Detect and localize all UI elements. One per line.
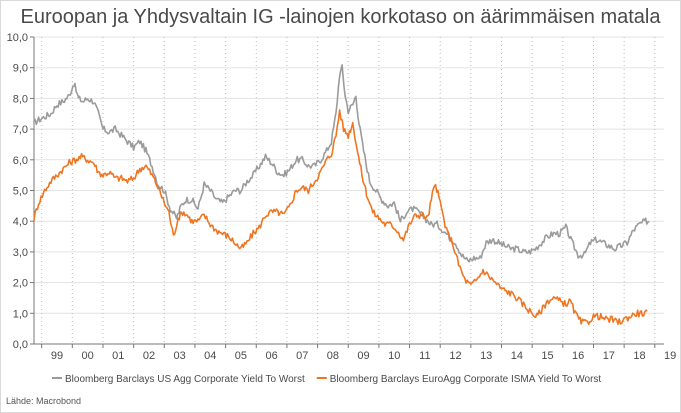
legend-label-2: Bloomberg Barclays EuroAgg Corporate ISM… [330, 374, 602, 385]
gridlines [34, 36, 664, 344]
chart-title: Euroopan ja Yhdysvaltain IG -lainojen ko… [20, 6, 661, 28]
source-note: Lähde: Macrobond [6, 396, 82, 406]
y-tick-label: 4,0 [13, 216, 28, 228]
legend-label-1: Bloomberg Barclays US Agg Corporate Yiel… [65, 374, 305, 385]
x-tick-label: 07 [296, 350, 308, 362]
series-line-2 [33, 109, 648, 325]
x-tick-label: 05 [235, 350, 247, 362]
y-tick-label: 5,0 [13, 186, 28, 198]
x-tick-label: 18 [633, 350, 645, 362]
y-tick-label: 7,0 [13, 124, 28, 136]
x-tick-label: 10 [388, 350, 400, 362]
x-tick-label: 01 [112, 350, 124, 362]
x-tick-label: 11 [419, 350, 430, 362]
x-tick-label: 19 [664, 350, 676, 362]
x-tick-label: 99 [51, 350, 63, 362]
x-tick-label: 00 [82, 350, 94, 362]
x-tick-label: 12 [449, 350, 461, 362]
x-tick-label: 04 [204, 350, 216, 362]
legend: Bloomberg Barclays US Agg Corporate Yiel… [52, 374, 601, 385]
y-tick-label: 0,0 [13, 339, 28, 351]
y-tick-label: 10,0 [7, 32, 28, 44]
x-tick-label: 09 [357, 350, 369, 362]
x-tick-label: 14 [511, 350, 523, 362]
series-line-1 [33, 64, 650, 263]
series-lines [33, 64, 650, 325]
x-tick-label: 06 [265, 350, 277, 362]
x-tick-label: 16 [572, 350, 584, 362]
y-tick-labels: 0,0 1,0 2,0 3,0 4,0 5,0 6,0 7,0 8,0 9,0 10,0 [7, 32, 34, 351]
y-tick-label: 8,0 [13, 93, 28, 105]
y-tick-label: 2,0 [13, 278, 28, 290]
x-tick-label: 15 [541, 350, 553, 362]
x-tick-label: 03 [173, 350, 185, 362]
y-tick-label: 6,0 [13, 155, 28, 167]
x-tick-labels: 99 00 01 02 03 04 05 06 07 08 09 10 11 12 13 14 15 16 17 18… [41, 344, 676, 362]
x-tick-label: 17 [603, 350, 615, 362]
x-tick-label: 02 [143, 350, 155, 362]
y-tick-label: 3,0 [13, 247, 28, 259]
y-tick-label: 1,0 [13, 308, 28, 320]
x-tick-label: 08 [327, 350, 339, 362]
y-tick-label: 9,0 [13, 63, 28, 75]
x-tick-label: 13 [480, 350, 492, 362]
